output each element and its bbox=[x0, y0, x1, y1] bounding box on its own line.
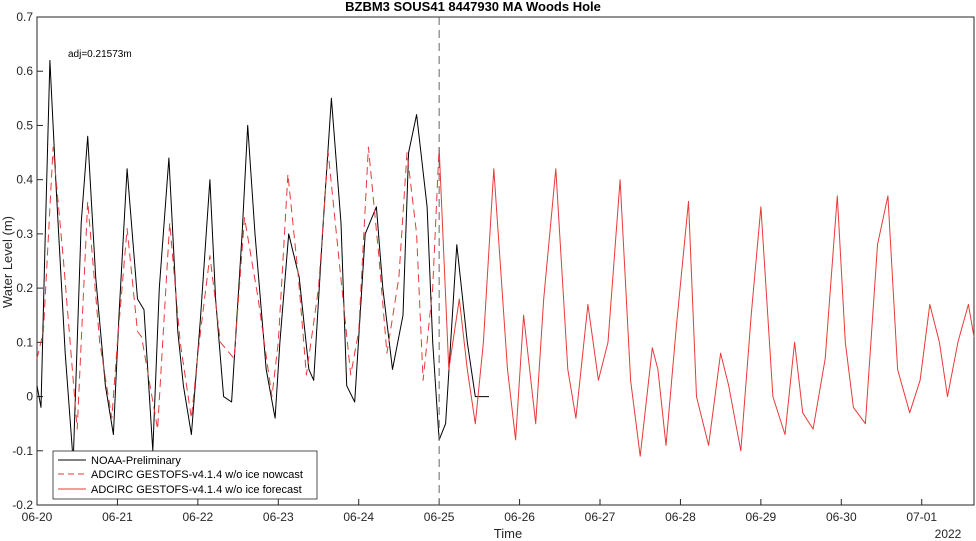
year-label: 2022 bbox=[935, 527, 962, 541]
chart-title: BZBM3 SOUS41 8447930 MA Woods Hole bbox=[345, 0, 601, 14]
y-tick-label: 0.2 bbox=[16, 281, 33, 295]
plot-area bbox=[36, 16, 975, 506]
y-tick-label: -0.2 bbox=[12, 498, 33, 512]
nowcast-line bbox=[36, 146, 440, 430]
x-tick-label: 06-23 bbox=[263, 510, 294, 524]
x-tick-label: 06-25 bbox=[424, 510, 455, 524]
x-tick-label: 06-22 bbox=[183, 510, 214, 524]
forecast-line bbox=[438, 147, 975, 457]
legend: NOAA-Preliminary ADCIRC GESTOFS-v4.1.4 w… bbox=[52, 450, 318, 500]
y-tick-label: 0.5 bbox=[16, 118, 33, 132]
legend-box bbox=[52, 450, 318, 500]
y-tick-label: -0.1 bbox=[12, 444, 33, 458]
x-tick-label: 06-24 bbox=[343, 510, 374, 524]
x-axis-label: Time bbox=[494, 526, 522, 541]
y-axis-label: Water Level (m) bbox=[0, 216, 15, 308]
x-tick-label: 06-20 bbox=[22, 510, 53, 524]
legend-label-forecast: ADCIRC GESTOFS-v4.1.4 w/o ice forecast bbox=[91, 484, 302, 496]
x-tick-label: 06-29 bbox=[746, 510, 777, 524]
x-tick-label: 06-30 bbox=[826, 510, 857, 524]
y-tick-label: 0 bbox=[26, 390, 33, 404]
x-tick-label: 07-01 bbox=[906, 510, 937, 524]
x-tick-label: 06-21 bbox=[102, 510, 133, 524]
y-tick-label: 0.3 bbox=[16, 227, 33, 241]
legend-label-noaa: NOAA-Preliminary bbox=[91, 455, 181, 467]
x-tick-label: 06-27 bbox=[585, 510, 616, 524]
legend-label-nowcast: ADCIRC GESTOFS-v4.1.4 w/o ice nowcast bbox=[91, 469, 303, 481]
adjustment-annotation: adj=0.21573m bbox=[68, 49, 132, 60]
x-tick-label: 06-28 bbox=[665, 510, 696, 524]
x-tick-label: 06-26 bbox=[504, 510, 535, 524]
y-ticks: -0.2 -0.1 0 0.1 0.2 0.3 0.4 0.5 0.6 0.7 bbox=[12, 10, 43, 512]
y-tick-label: 0.4 bbox=[16, 173, 33, 187]
series-layer bbox=[36, 59, 975, 463]
y-tick-label: 0.6 bbox=[16, 64, 33, 78]
y-tick-label: 0.7 bbox=[16, 10, 33, 24]
y-tick-label: 0.1 bbox=[16, 335, 33, 349]
x-ticks: 06-20 06-21 06-22 06-23 06-24 06-25 06-26 06-27… bbox=[22, 499, 937, 524]
noaa-preliminary-line bbox=[36, 59, 489, 463]
